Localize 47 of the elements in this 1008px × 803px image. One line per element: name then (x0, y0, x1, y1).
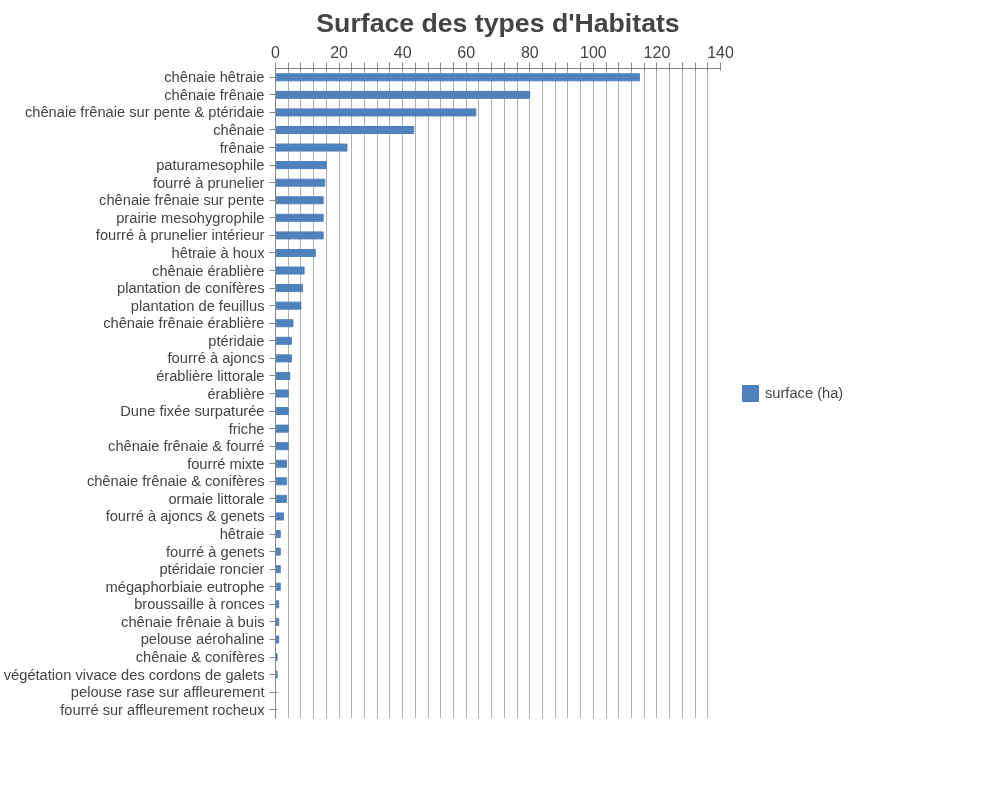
y-tick-label: chênaie érablière (152, 262, 265, 279)
y-tick-label: pelouse rase sur affleurement (70, 684, 265, 701)
y-tick-label: mégaphorbiaie eutrophe (105, 578, 265, 595)
x-tick-label: 40 (393, 43, 412, 61)
y-tick-label: chênaie frênaie (164, 86, 265, 103)
x-tick-label: 80 (520, 43, 539, 61)
y-tick-label: hêtraie à houx (171, 244, 266, 261)
y-tick-label: paturamesophile (156, 157, 265, 174)
y-tick-label: chênaie frênaie érablière (103, 315, 265, 332)
y-tick-label: ptéridaie (208, 332, 265, 349)
x-tick-label: 20 (330, 43, 349, 61)
y-tick-label: frênaie (219, 139, 265, 156)
y-tick-label: érablière (207, 385, 265, 402)
x-tick-label: 140 (707, 43, 734, 61)
x-tick-label: 100 (580, 43, 607, 61)
x-tick-label: 0 (271, 43, 281, 61)
y-tick-label: chênaie (213, 121, 265, 138)
x-tick-label: 120 (643, 43, 671, 61)
chart-title: Surface des types d'Habitats (316, 7, 680, 38)
y-tick-label: fourré à ajoncs & genets (105, 508, 265, 525)
y-tick-label: chênaie frênaie & conifères (86, 473, 265, 490)
y-tick-label: friche (228, 420, 265, 437)
y-tick-label: chênaie frênaie sur pente & ptéridaie (24, 104, 265, 121)
y-tick-label: Dune fixée surpaturée (120, 403, 265, 420)
y-tick-label: broussaille à ronces (134, 596, 265, 613)
y-tick-label: érablière littorale (156, 367, 265, 384)
y-tick-label: chênaie frênaie sur pente (99, 192, 265, 209)
y-tick-label: fourré mixte (187, 455, 265, 472)
y-tick-label: ptéridaie roncier (159, 561, 265, 578)
y-tick-label: plantation de feuillus (130, 297, 265, 314)
y-tick-label: chênaie hêtraie (164, 69, 265, 86)
y-tick-label: pelouse aérohaline (140, 631, 265, 648)
y-tick-label: ormaie littorale (168, 490, 265, 507)
y-tick-label: plantation de conifères (117, 280, 265, 297)
y-tick-label: fourré à prunelier intérieur (95, 227, 265, 244)
y-tick-label: fourré à genets (165, 543, 265, 560)
y-tick-label: prairie mesohygrophile (116, 209, 265, 226)
y-tick-label: végétation vivace des cordons de galets (3, 666, 265, 683)
y-tick-label: chênaie frênaie & fourré (108, 438, 265, 455)
x-tick-label: 60 (457, 43, 476, 61)
y-tick-label: fourré sur affleurement rocheux (60, 701, 266, 718)
y-tick-label: fourré à prunelier (152, 174, 265, 191)
y-tick-label: chênaie & conifères (135, 649, 265, 666)
y-tick-label: hêtraie (219, 526, 265, 543)
y-tick-label: chênaie frênaie à buis (121, 613, 265, 630)
y-tick-label: fourré à ajoncs (167, 350, 265, 367)
legend-label: surface (ha) (765, 385, 844, 401)
